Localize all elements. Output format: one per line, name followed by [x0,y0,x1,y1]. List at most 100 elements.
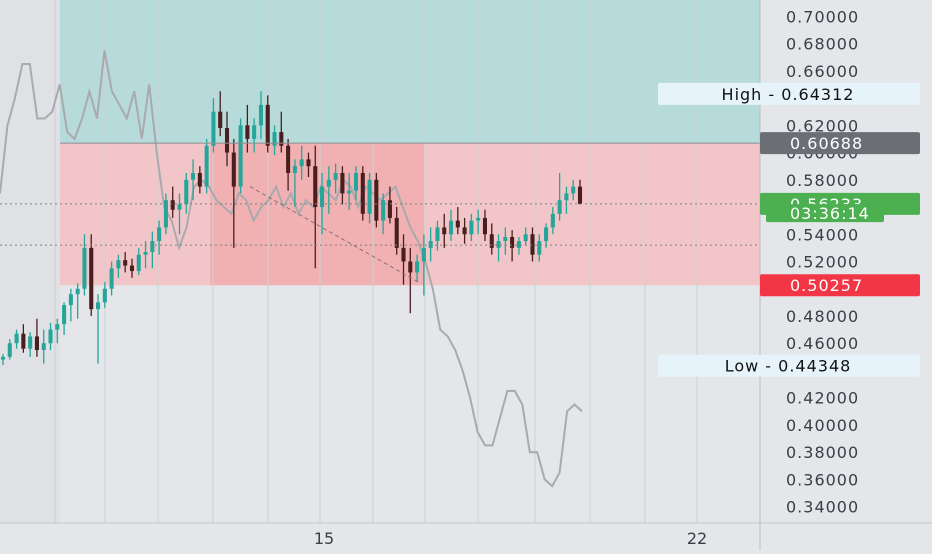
candle [333,163,338,194]
candle-body [489,234,494,248]
candle-body [197,172,202,187]
candle-body [184,179,189,205]
candle [129,258,135,278]
candle-body [129,265,135,272]
candle-body [292,166,297,173]
candle [299,145,304,180]
candle-body [367,179,372,214]
candle [184,172,189,214]
candle-body [428,241,433,248]
y-tick-label: 0.68000 [786,35,859,54]
price-label-bg [766,204,884,223]
candle-body [245,125,250,139]
candle [157,220,162,255]
candle-body [523,234,528,242]
candle-body [510,236,515,248]
y-tick-label: 0.70000 [786,7,859,26]
candle-body [95,302,101,310]
candle-body [136,254,141,272]
candle [150,231,155,269]
candle [191,159,196,201]
candle-body [564,193,569,201]
candle-body [394,217,399,248]
candle [204,138,209,194]
candle-body [421,247,426,262]
candle-body [442,227,447,235]
candle [401,234,406,285]
candle-body [102,288,107,303]
candle-body [68,294,73,306]
candlesticks [0,91,583,366]
candle [238,118,243,194]
candle-body [482,217,488,235]
candle [177,193,182,235]
candle [272,125,277,156]
candle-body [231,152,236,187]
y-tick-label: 0.62000 [786,116,859,135]
candle [455,207,460,235]
candle [218,91,223,137]
zone-left-shade [0,0,60,523]
candle-body [435,227,440,242]
price-labels: High - 0.643120.606880.5623303:36:140.50… [658,82,920,377]
y-tick-label: 0.54000 [786,225,859,244]
y-tick-label: 0.42000 [786,389,859,408]
candle [0,354,6,366]
candle [320,172,325,235]
price-label-text: 03:36:14 [790,204,870,223]
candle [530,227,535,262]
price-label-text: Low - 0.44348 [725,357,852,376]
candle [245,104,250,153]
candle [550,207,555,235]
candle-body [7,343,12,357]
candle-body [360,172,365,214]
candle-body [41,343,46,351]
candle-body [0,356,6,360]
candle [408,247,413,314]
y-tick-label: 0.36000 [786,470,859,489]
candle [347,172,352,210]
candle [48,322,53,351]
time-axis[interactable]: 15 22 [0,522,932,548]
candle-body [14,333,19,344]
price-label-countdown: 03:36:14 [766,204,884,223]
candle-body [157,227,162,242]
candle-body [55,324,60,330]
y-tick-label: 0.66000 [786,62,859,81]
candle-body [571,186,576,194]
candle [503,227,508,255]
candle [258,91,263,139]
candle [544,223,549,248]
candle [428,227,433,262]
candle [197,166,202,194]
y-tick-label: 0.34000 [786,498,859,517]
candle [462,217,467,244]
candle-body [62,305,67,325]
price-label-low: Low - 0.44348 [658,354,920,377]
candle-body [191,172,196,180]
candle-body [211,111,216,146]
candle [41,329,46,364]
candle-body [462,227,467,235]
candle-body [306,159,311,167]
x-tick-label: 15 [314,529,334,548]
candle-body [150,241,155,252]
candle-body [333,172,338,180]
candle [28,332,33,357]
candle [224,111,230,167]
zone-target [60,0,760,144]
candle [279,111,284,153]
candle [313,145,318,269]
y-tick-label: 0.40000 [786,416,859,435]
price-label-stop: 0.50257 [760,274,920,297]
candle-body [75,288,80,295]
candle-body [272,132,277,146]
candle-body [516,241,521,248]
candle [163,193,168,235]
candle-body [286,145,291,173]
candle-body [415,261,420,273]
price-label-bg [760,274,920,297]
candle [34,318,39,357]
